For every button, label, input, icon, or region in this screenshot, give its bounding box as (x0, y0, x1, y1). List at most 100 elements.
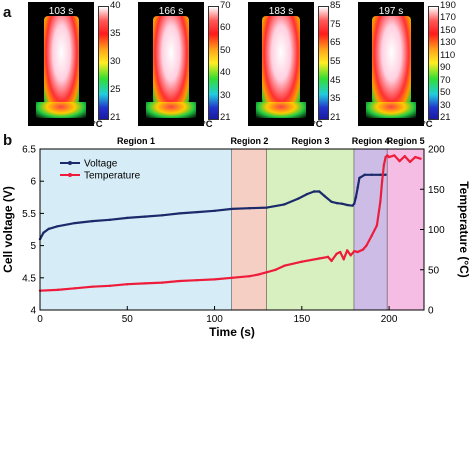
thermal-image: 183 s (248, 2, 314, 126)
temperature-point (361, 248, 365, 251)
voltage-point (213, 209, 216, 213)
legend-marker (68, 161, 72, 165)
voltage-point (178, 212, 181, 215)
temperature-point (384, 155, 387, 159)
x-tick-label: 0 (37, 314, 43, 325)
x-axis-label: Time (s) (209, 325, 255, 339)
voltage-point (305, 192, 309, 196)
panel-a-label: a (3, 4, 12, 21)
temperature-point (91, 285, 94, 288)
colorbar-tick-label: 35 (330, 93, 341, 105)
y-tick-label: 5.5 (22, 209, 36, 220)
voltage-point (248, 207, 251, 210)
voltage-point (297, 197, 300, 200)
colorbar-tick-label: 110 (440, 49, 456, 61)
series-layer (38, 154, 422, 292)
temperature-point (265, 270, 269, 274)
voltage-point (318, 190, 321, 193)
cell-hotspot (371, 16, 411, 108)
cell-base-glow (366, 102, 416, 118)
colorbar-unit-label: °C (422, 119, 433, 130)
temperature-point (318, 257, 321, 260)
temperature-point (326, 255, 330, 259)
x-tick-label: 200 (381, 314, 398, 325)
region-band (266, 149, 355, 310)
temperature-point (300, 260, 304, 263)
region-bands (40, 149, 425, 310)
temperature-point (408, 160, 412, 164)
y-tick-label: 5 (30, 241, 36, 252)
legend-label: Temperature (84, 171, 141, 182)
voltage-point (47, 227, 50, 231)
temperature-colorbar (98, 6, 109, 120)
voltage-point (370, 173, 373, 176)
colorbar-tick-label: 21 (110, 112, 121, 123)
voltage-point (354, 196, 358, 199)
y2-tick-label: 0 (428, 306, 434, 317)
x-tick-label: 150 (293, 314, 310, 325)
colorbar-tick-label: 75 (330, 18, 341, 30)
temperature-point (342, 258, 345, 261)
voltage-point (351, 204, 354, 207)
voltage-point (330, 200, 333, 204)
colorbar-tick-label: 90 (440, 62, 451, 74)
temperature-point (126, 283, 129, 286)
colorbar-tick-label: 130 (440, 37, 456, 49)
region-label: Region 2 (230, 136, 268, 146)
cell-hotspot (262, 16, 300, 108)
temperature-point (370, 234, 373, 238)
region-band (232, 149, 267, 310)
axes: 0 50 100 150 200 4 4.5 5 5.5 6 6.5 0 50 100 150 200 (22, 145, 445, 326)
colorbar-tick-label: 70 (220, 0, 231, 11)
temperature-point (419, 157, 422, 160)
colorbar-tick-label: 150 (440, 24, 456, 36)
voltage-point (352, 202, 356, 205)
voltage-point (335, 201, 338, 205)
temperature-point (365, 244, 368, 247)
voltage-point (91, 219, 94, 223)
colorbar-tick-label: 30 (110, 56, 121, 67)
voltage-point (108, 218, 112, 222)
temperature-point (160, 281, 164, 284)
voltage-point (358, 176, 361, 180)
temperature-point (335, 252, 338, 255)
frame-time-label: 103 s (48, 6, 74, 17)
temperature-point (386, 154, 389, 157)
region-label: Region 3 (292, 136, 330, 146)
y-tick-label: 4.5 (22, 273, 36, 284)
temperature-point (356, 250, 359, 254)
temperature-point (339, 250, 342, 254)
frame-time-label: 183 s (268, 6, 294, 17)
colorbar-tick-label: 40 (220, 67, 231, 79)
voltage-point (356, 186, 359, 189)
x-tick-label: 50 (122, 314, 134, 325)
voltage-point (379, 173, 382, 176)
legend-marker (68, 173, 72, 177)
colorbar-tick-label: 25 (110, 84, 121, 95)
colorbar-tick-label: 60 (220, 22, 231, 34)
colorbar-tick-label: 45 (330, 74, 341, 86)
temperature-point (213, 278, 216, 281)
thermal-image: 103 s (28, 2, 94, 126)
temperature-point (403, 155, 406, 158)
temperature-point (256, 273, 260, 276)
temperature-point (387, 155, 391, 159)
temperature-point (346, 249, 349, 252)
region-label: Region 4 (352, 136, 390, 146)
y2-axis-label: Temperature (°C) (457, 181, 470, 278)
region-band (387, 149, 424, 310)
colorbar-tick-label: 21 (440, 112, 451, 123)
temperature-point (380, 180, 384, 183)
voltage-point (323, 194, 326, 198)
voltage-point (230, 207, 234, 211)
colorbar-tick-label: 85 (330, 0, 341, 11)
temperature-point (414, 155, 417, 159)
temperature-point (382, 163, 386, 167)
colorbar-tick-label: 30 (440, 99, 451, 111)
temperature-colorbar (208, 6, 219, 120)
x-tick-label: 100 (206, 314, 223, 325)
colorbar-unit-label: °C (202, 119, 213, 130)
